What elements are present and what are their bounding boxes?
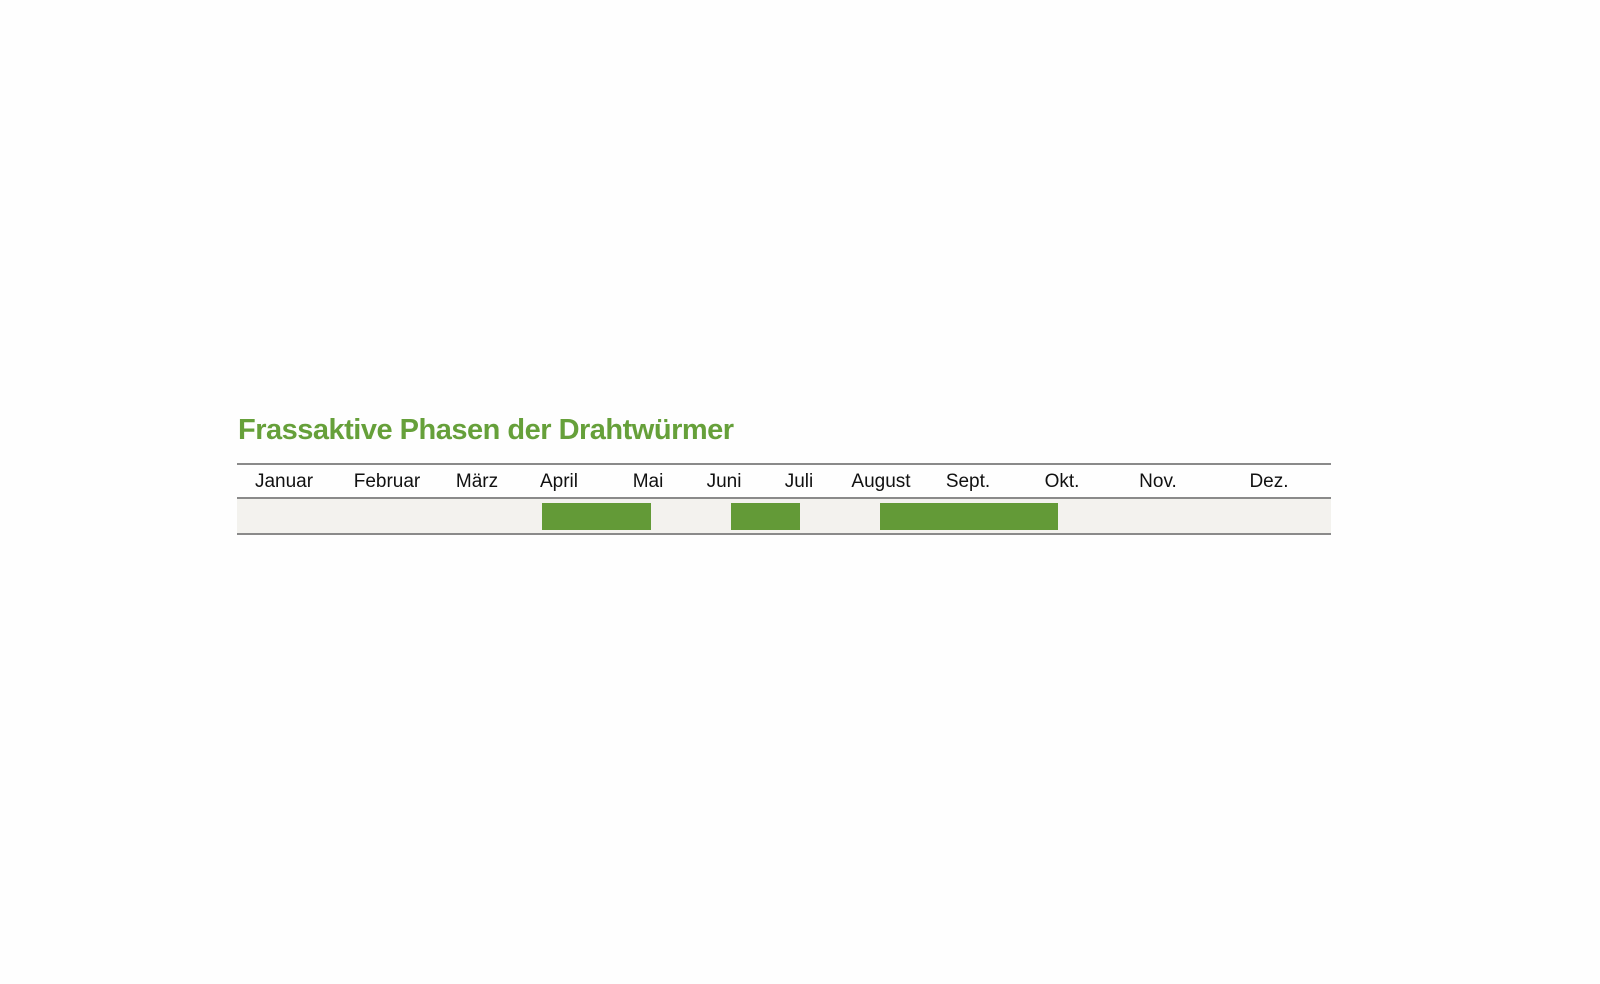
month-label: Mai bbox=[632, 471, 664, 492]
phase-bar bbox=[880, 503, 1058, 530]
month-label: Dez. bbox=[1249, 471, 1289, 492]
month-label: August bbox=[851, 471, 911, 492]
month-label: Juli bbox=[784, 471, 814, 492]
month-label: März bbox=[455, 471, 499, 492]
chart-title: Frassaktive Phasen der Drahtwürmer bbox=[238, 414, 734, 446]
phase-bar bbox=[542, 503, 651, 530]
month-label: Juni bbox=[706, 471, 742, 492]
header-rule bbox=[237, 497, 1331, 499]
bottom-rule bbox=[237, 533, 1331, 535]
month-label: Sept. bbox=[945, 471, 991, 492]
month-label: Januar bbox=[254, 471, 314, 492]
phase-bar bbox=[731, 503, 800, 530]
top-rule bbox=[237, 463, 1331, 465]
month-label: Februar bbox=[353, 471, 421, 492]
month-label: Nov. bbox=[1139, 471, 1177, 492]
month-label: Okt. bbox=[1044, 471, 1080, 492]
month-label: April bbox=[539, 471, 579, 492]
